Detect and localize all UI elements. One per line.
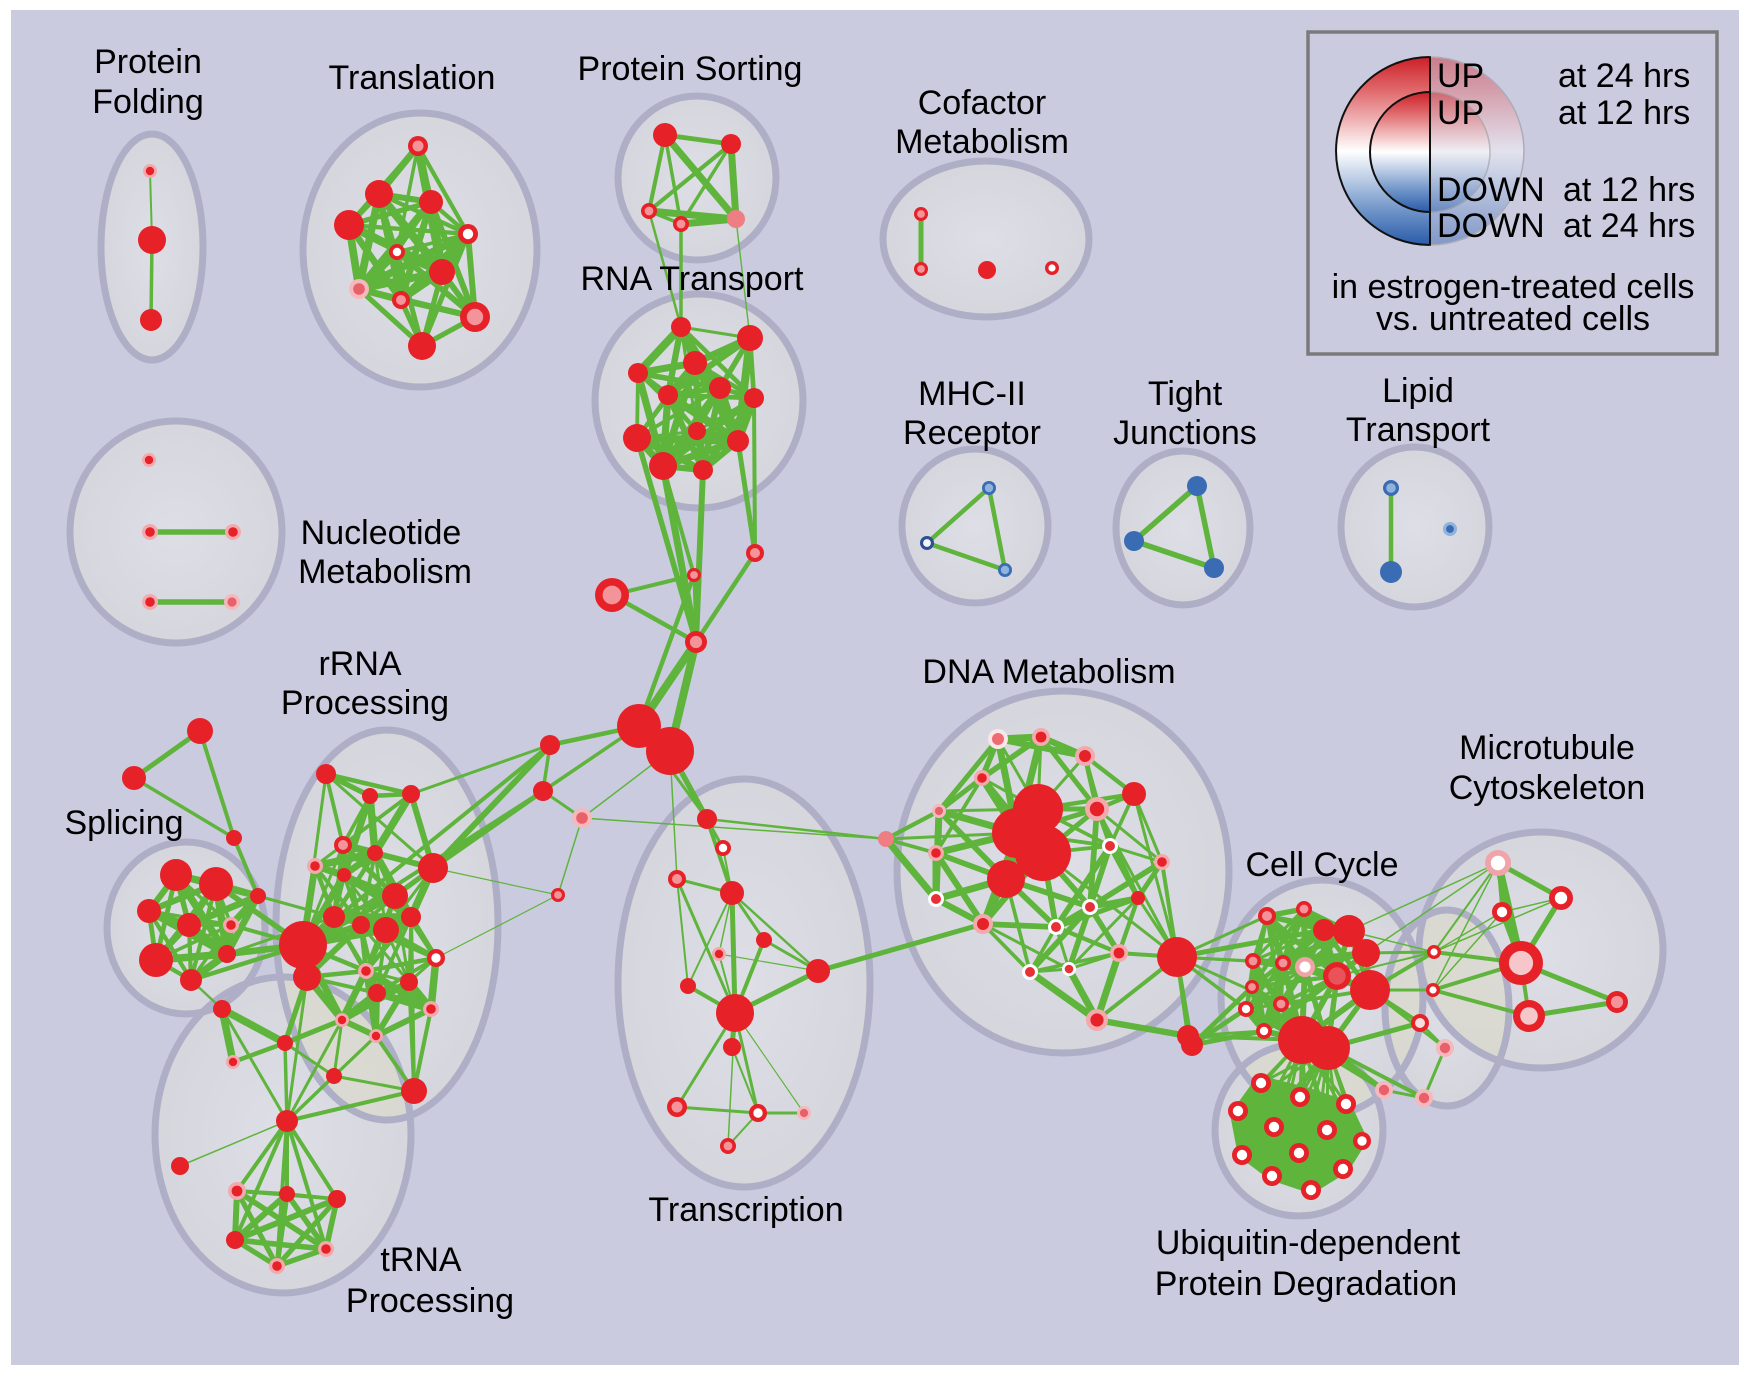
svg-text:DOWN: DOWN — [1437, 171, 1545, 209]
svg-text:Nucleotide: Nucleotide — [301, 514, 462, 552]
svg-text:Lipid: Lipid — [1382, 372, 1454, 410]
svg-text:Protein Degradation: Protein Degradation — [1155, 1265, 1457, 1303]
svg-text:Cytoskeleton: Cytoskeleton — [1449, 769, 1646, 807]
svg-text:at 12 hrs: at 12 hrs — [1563, 171, 1695, 209]
svg-text:at 24 hrs: at 24 hrs — [1563, 207, 1695, 245]
svg-text:Metabolism: Metabolism — [298, 553, 472, 591]
svg-text:Metabolism: Metabolism — [895, 123, 1069, 161]
svg-text:Transcription: Transcription — [648, 1191, 843, 1229]
svg-text:Microtubule: Microtubule — [1459, 729, 1635, 767]
svg-text:at 12 hrs: at 12 hrs — [1558, 94, 1690, 132]
svg-text:Ubiquitin-dependent: Ubiquitin-dependent — [1156, 1224, 1461, 1262]
svg-text:Processing: Processing — [346, 1282, 514, 1320]
svg-text:Protein: Protein — [94, 43, 202, 81]
svg-text:MHC-II: MHC-II — [918, 375, 1026, 413]
svg-text:Protein Sorting: Protein Sorting — [578, 50, 803, 88]
svg-text:DNA Metabolism: DNA Metabolism — [922, 653, 1175, 691]
svg-text:Cofactor: Cofactor — [918, 84, 1047, 122]
svg-text:UP: UP — [1437, 57, 1484, 95]
svg-text:tRNA: tRNA — [380, 1241, 462, 1279]
svg-text:rRNA: rRNA — [318, 645, 401, 683]
svg-text:Folding: Folding — [92, 83, 204, 121]
svg-text:DOWN: DOWN — [1437, 207, 1545, 245]
svg-text:vs. untreated cells: vs. untreated cells — [1376, 300, 1650, 338]
svg-text:Cell Cycle: Cell Cycle — [1245, 846, 1398, 884]
svg-text:RNA Transport: RNA Transport — [581, 260, 805, 298]
svg-text:at 24 hrs: at 24 hrs — [1558, 57, 1690, 95]
svg-text:Tight: Tight — [1148, 375, 1223, 413]
svg-text:Processing: Processing — [281, 684, 449, 722]
svg-text:Splicing: Splicing — [64, 804, 183, 842]
svg-text:in estrogen-treated cells: in estrogen-treated cells — [1332, 268, 1695, 306]
svg-text:Translation: Translation — [329, 59, 496, 97]
svg-text:Junctions: Junctions — [1113, 414, 1257, 452]
svg-text:Transport: Transport — [1346, 411, 1491, 449]
svg-text:Receptor: Receptor — [903, 414, 1041, 452]
svg-text:UP: UP — [1437, 94, 1484, 132]
